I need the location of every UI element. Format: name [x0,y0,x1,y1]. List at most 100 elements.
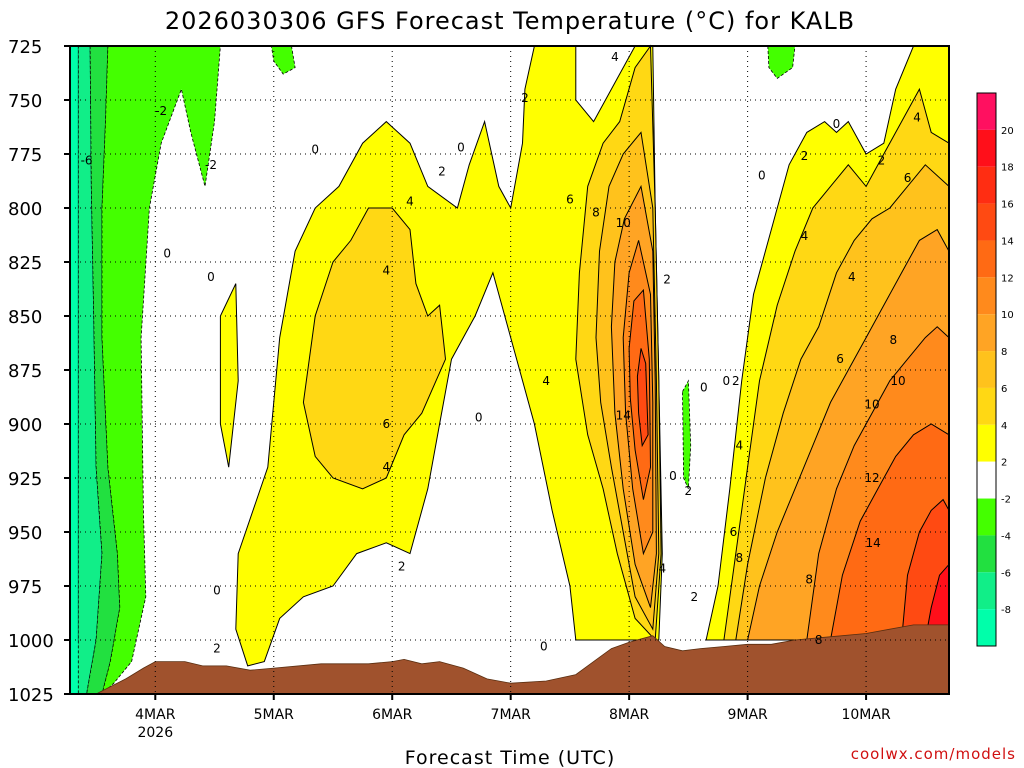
contour-label-9: 4 [406,195,414,209]
grid-lines [70,46,949,694]
terrain-fill [70,624,950,695]
contour-label-34: 8 [735,551,743,565]
contour-label-24: 2 [663,272,671,286]
contour-label-44: 8 [890,333,898,347]
colorbar-label-3: 14 [1001,236,1014,247]
source-credit[interactable]: coolwx.com/models [851,745,1016,763]
temp-region-9 [302,207,447,490]
x-tick-year-0: 2026 [137,725,173,741]
temp-region-6 [767,45,796,79]
colorbar-bin-0 [977,93,996,130]
contour-label-46: 10 [890,374,905,388]
y-tick-label-4: 825 [8,253,42,274]
colorbar-bin-4 [977,240,996,278]
contour-label-4: 0 [207,270,215,284]
contour-label-42: 4 [848,270,856,284]
colorbar-label-0: 20 [1001,126,1014,137]
temp-region-15 [636,348,649,448]
colorbar-bin-7 [977,351,996,388]
contour-label-35: 0 [758,169,766,183]
x-tick-label-3: 7MAR [491,707,532,723]
contour-label-18: 4 [542,374,550,388]
contour-label-10: 2 [438,164,446,178]
contour-label-12: 4 [382,460,390,474]
temperature-fill-regions [69,44,950,696]
colorbar-bin-14 [977,609,996,646]
y-tick-label-12: 1025 [8,685,54,706]
y-tick-label-10: 975 [8,577,42,598]
colorbar-label-6: 8 [1001,347,1007,358]
colorbar-bin-13 [977,572,996,610]
y-tick-label-6: 875 [8,361,42,382]
contour-label-1: -2 [155,104,167,118]
contour-label-8: 4 [382,264,390,278]
colorbar-label-5: 10 [1001,310,1014,321]
colorbar-label-11: -4 [1001,531,1011,542]
contour-label-26: 2 [685,484,693,498]
colorbar-bin-6 [977,314,996,352]
colorbar-bin-10 [977,461,996,499]
y-tick-label-2: 775 [8,145,42,166]
colorbar: 20 18 16 14 12 10 8 6 4 2 -2 -4 -6 -8 [976,92,1014,647]
contour-label-41: 4 [801,229,809,243]
temp-region-3 [101,45,221,696]
x-tick-label-6: 10MAR [841,707,890,723]
contour-label-23: 4 [611,50,619,64]
contour-label-0: -6 [81,153,93,167]
colorbar-frame [976,92,997,647]
contour-label-21: 10 [616,216,631,230]
x-axis: 4MAR 2026 5MAR 6MAR 7MAR 8MAR 9MAR 10MAR [135,694,891,741]
contour-label-16: 2 [521,91,529,105]
contour-label-49: 14 [866,536,881,550]
contour-label-14: 2 [398,560,406,574]
contour-label-13: 6 [382,417,390,431]
colorbar-bin-5 [977,277,996,315]
contour-label-22: 14 [616,408,631,422]
y-tick-label-0: 725 [8,37,42,58]
temp-region-4 [270,45,296,75]
contour-label-38: 2 [878,153,886,167]
contour-label-29: 0 [700,380,708,394]
colorbar-bin-8 [977,387,996,425]
contour-label-32: 4 [735,439,743,453]
contour-label-47: 12 [864,471,879,485]
temp-region-8 [235,45,663,667]
colorbar-bin-2 [977,166,996,204]
contour-label-15: 0 [475,411,483,425]
contour-label-50: 8 [815,633,823,647]
contour-label-31: 2 [732,374,740,388]
x-tick-label-1: 5MAR [254,707,295,723]
terrain-layer [70,624,950,695]
contour-label-7: 0 [311,143,319,157]
contour-label-17: 0 [540,639,548,653]
x-axis-label: Forecast Time (UTC) [405,747,615,768]
contour-label-33: 6 [730,525,738,539]
x-tick-label-0: 4MAR [135,707,176,723]
contour-label-48: 8 [805,573,813,587]
contour-label-27: 4 [658,562,666,576]
contour-label-25: 0 [669,469,677,483]
contour-label-19: 6 [566,192,574,206]
temp-region-7 [219,283,239,468]
y-tick-label-5: 850 [8,307,42,328]
contour-label-30: 0 [722,374,730,388]
colorbar-bin-3 [977,203,996,241]
y-tick-label-7: 900 [8,415,42,436]
colorbar-label-1: 18 [1001,163,1014,174]
temp-region-5 [682,379,692,489]
contour-label-43: 6 [836,352,844,366]
contour-label-2: -2 [205,158,217,172]
y-tick-label-11: 1000 [8,631,54,652]
y-tick-label-3: 800 [8,199,42,220]
contour-label-11: 0 [457,141,465,155]
colorbar-bin-9 [977,424,996,462]
y-tick-label-8: 925 [8,469,42,490]
contour-label-5: 0 [213,583,221,597]
contour-label-39: 4 [913,110,921,124]
colorbar-label-13: -8 [1001,605,1011,616]
x-tick-label-4: 8MAR [609,707,650,723]
chart-title: 2026030306 GFS Forecast Temperature (°C)… [165,7,855,35]
contour-label-40: 6 [904,171,912,185]
